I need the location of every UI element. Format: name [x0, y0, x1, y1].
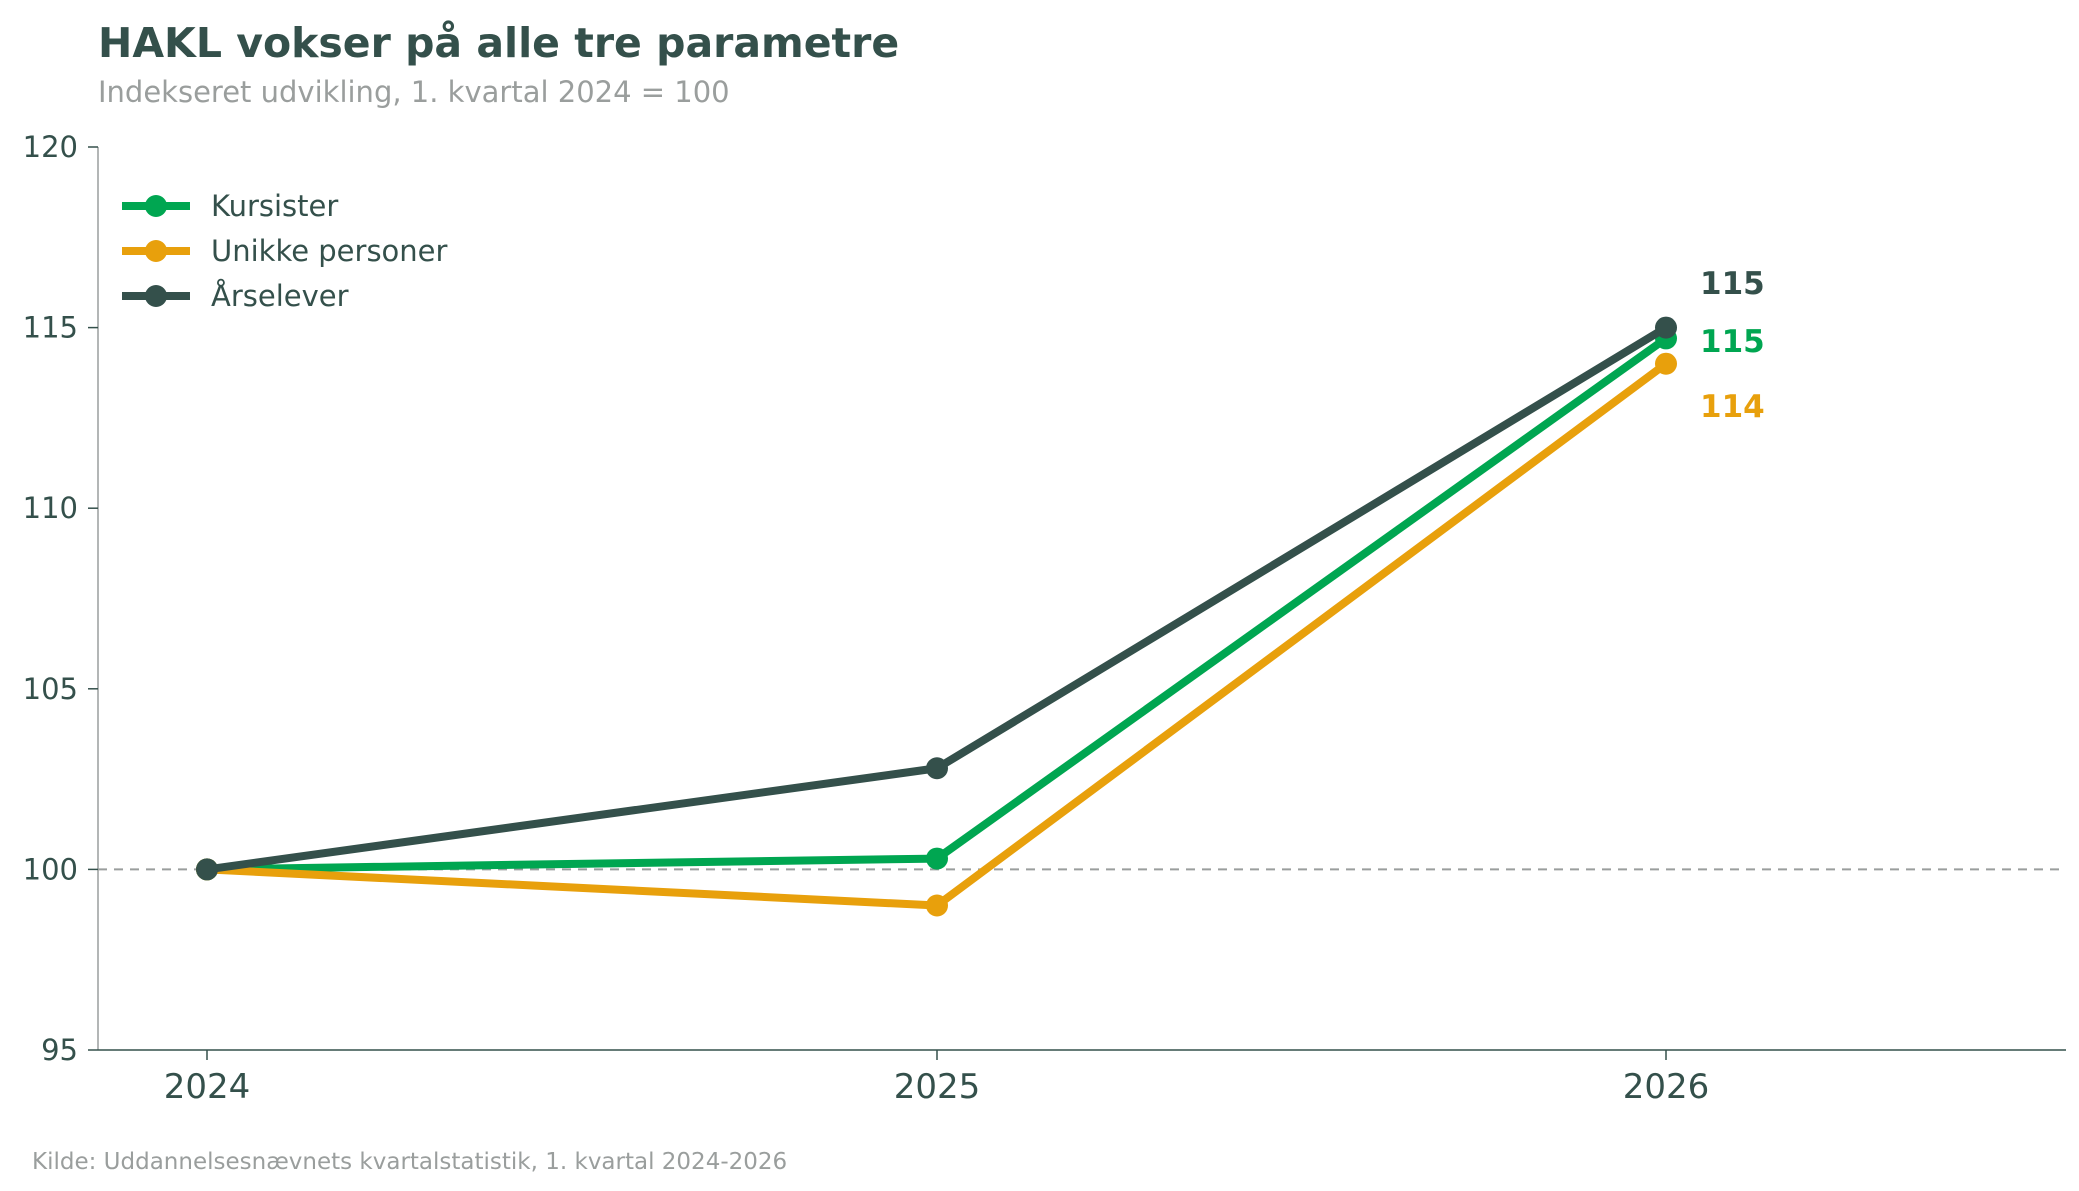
series-line-årselever — [203, 323, 1670, 874]
data-point-unikke-personer — [1655, 352, 1677, 375]
end-labels: 115 114 115 — [1700, 266, 1765, 425]
legend: Kursister Unikke personer Årselever — [122, 189, 448, 313]
series-group — [196, 316, 1677, 917]
legend-swatch-marker — [145, 285, 167, 307]
data-point-unikke-personer — [926, 894, 948, 917]
legend-label: Kursister — [211, 189, 338, 223]
x-tick-label: 2026 — [1623, 1067, 1710, 1107]
data-point-årselever — [1655, 316, 1677, 339]
legend-label: Unikke personer — [211, 234, 448, 268]
y-tick-label: 95 — [41, 1033, 78, 1067]
legend-item-unikke-personer: Unikke personer — [122, 234, 448, 268]
end-label-årselever: 115 — [1700, 266, 1765, 302]
y-tick-label: 120 — [23, 130, 78, 164]
data-point-årselever — [926, 757, 948, 780]
legend-swatch-marker — [145, 195, 167, 217]
legend-label: Årselever — [211, 279, 349, 313]
legend-swatch-marker — [145, 240, 167, 262]
data-point-kursister — [926, 847, 948, 870]
y-tick-label: 115 — [23, 311, 78, 345]
chart-subtitle: Indekseret udvikling, 1. kvartal 2024 = … — [98, 75, 730, 109]
series-line-unikke-personer — [203, 359, 1670, 910]
axes — [97, 147, 2066, 1051]
x-tick-label: 2024 — [164, 1067, 251, 1107]
end-label-kursister: 115 — [1700, 324, 1765, 360]
source-note: Kilde: Uddannelsesnævnets kvartalstatist… — [32, 1149, 787, 1175]
series-line-kursister — [203, 334, 1670, 874]
x-ticks: 2024 2025 2026 — [164, 1050, 1710, 1107]
y-ticks: 95 100 105 110 115 120 — [23, 130, 98, 1067]
legend-item-kursister: Kursister — [122, 189, 338, 223]
x-tick-label: 2025 — [894, 1067, 981, 1107]
y-tick-label: 110 — [23, 491, 78, 525]
end-label-unikke-personer: 114 — [1700, 389, 1765, 425]
y-tick-label: 100 — [23, 852, 78, 886]
chart-title: HAKL vokser på alle tre parametre — [98, 19, 899, 67]
y-tick-label: 105 — [23, 672, 78, 706]
data-point-årselever — [196, 858, 218, 881]
legend-item-årselever: Årselever — [122, 279, 349, 313]
